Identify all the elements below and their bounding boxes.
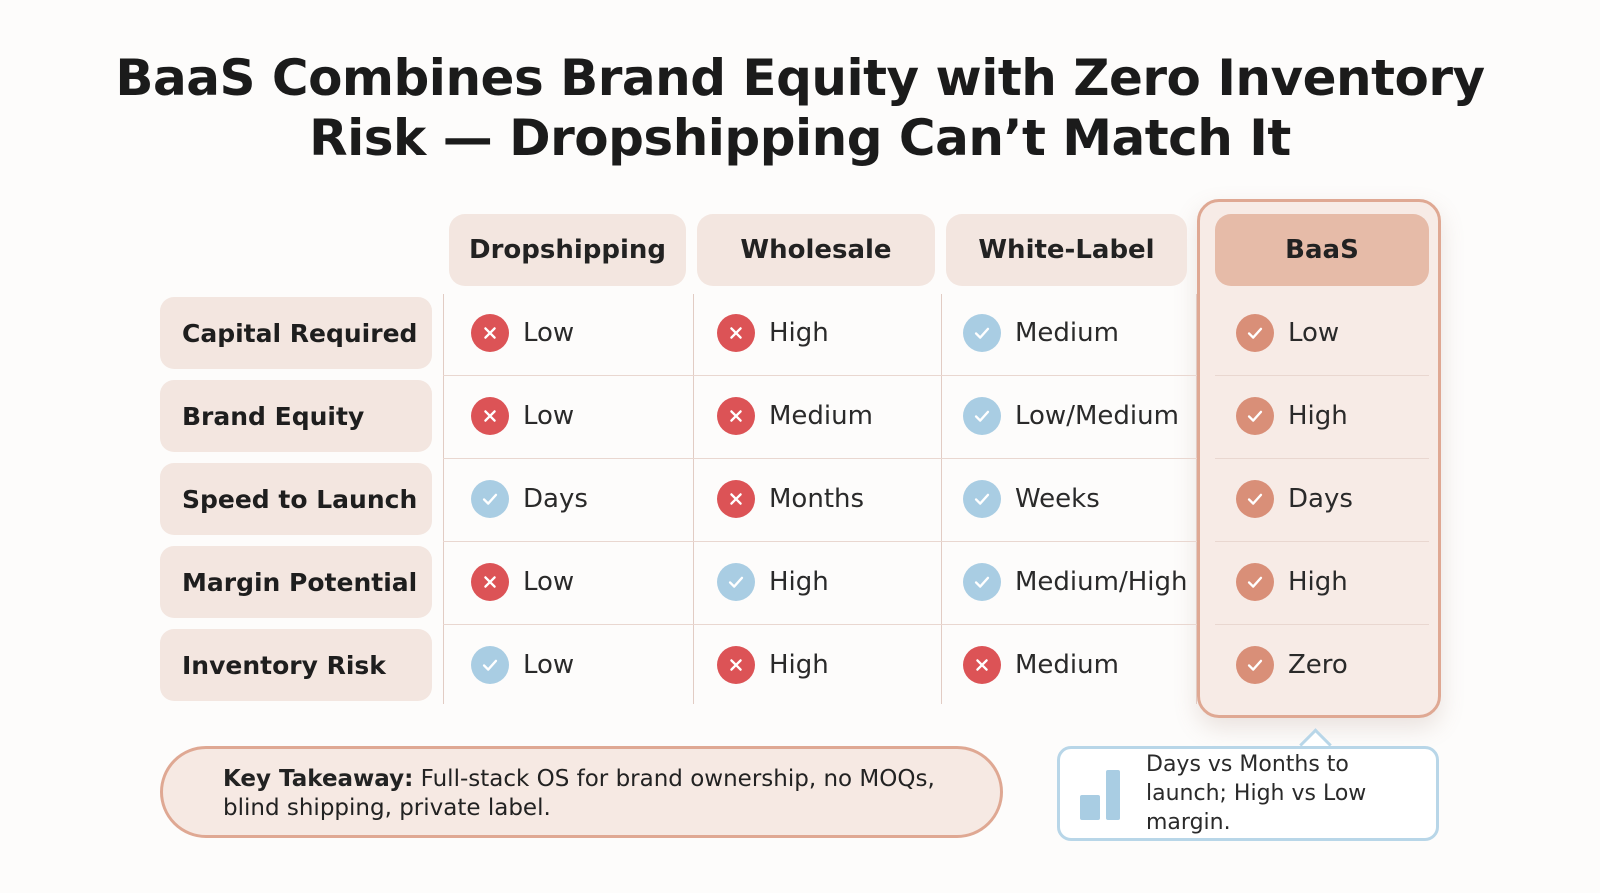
cell-value: Low [523,650,575,680]
table-cell: Days [471,463,686,535]
table-cell: Medium [717,380,935,452]
check-circle-icon [963,314,1001,352]
key-takeaway-text: Full-stack OS for brand ownership, no MO… [223,766,935,821]
table-cell: Low [471,629,686,701]
row-divider [443,375,1197,376]
row-divider [443,624,1197,625]
column-header-wholesale: Wholesale [697,214,935,286]
check-circle-icon [1236,646,1274,684]
x-circle-icon [717,397,755,435]
x-circle-icon [717,480,755,518]
column-header-white-label: White-Label [946,214,1187,286]
column-header-baas: BaaS [1215,214,1429,286]
x-circle-icon [717,646,755,684]
cell-value: Weeks [1015,484,1100,514]
check-circle-icon [1236,314,1274,352]
row-divider [443,541,1197,542]
row-label: Margin Potential [160,546,432,618]
cell-value: Months [769,484,865,514]
cell-value: High [769,650,829,680]
page-title: BaaS Combines Brand Equity with Zero Inv… [0,48,1600,168]
grid-divider [443,294,444,704]
row-label: Capital Required [160,297,432,369]
cell-value: High [769,318,829,348]
cell-value: Zero [1288,650,1348,680]
launch-margin-note: Days vs Months to launch; High vs Low ma… [1057,746,1439,841]
grid-divider [941,294,942,704]
row-divider [1215,458,1429,459]
check-circle-icon [717,563,755,601]
x-circle-icon [471,314,509,352]
cell-value: Low/Medium [1015,401,1179,431]
cell-value: Medium [769,401,873,431]
table-cell: Weeks [963,463,1193,535]
table-cell: Low/Medium [963,380,1193,452]
table-cell: Medium [963,297,1193,369]
key-takeaway-label: Key Takeaway: [223,766,414,792]
row-divider [1215,541,1429,542]
check-circle-icon [1236,480,1274,518]
cell-value: Low [523,401,575,431]
cell-value: Days [1288,484,1353,514]
row-label: Speed to Launch [160,463,432,535]
row-label: Brand Equity [160,380,432,452]
table-cell: Low [471,380,686,452]
check-circle-icon [1236,563,1274,601]
cell-value: Low [1288,318,1340,348]
table-cell: Low [1236,297,1426,369]
x-circle-icon [471,397,509,435]
cell-value: Days [523,484,588,514]
title-line-1: BaaS Combines Brand Equity with Zero Inv… [115,49,1485,107]
check-circle-icon [963,563,1001,601]
cell-value: Low [523,567,575,597]
table-cell: High [717,297,935,369]
row-label: Inventory Risk [160,629,432,701]
table-cell: Medium [963,629,1193,701]
row-divider [1215,375,1429,376]
row-divider [443,458,1197,459]
cell-value: High [769,567,829,597]
title-line-2: Risk — Dropshipping Can’t Match It [309,109,1291,167]
check-circle-icon [963,480,1001,518]
x-circle-icon [717,314,755,352]
cell-value: Low [523,318,575,348]
table-cell: High [1236,546,1426,618]
table-cell: Low [471,546,686,618]
table-cell: High [717,546,935,618]
table-cell: High [717,629,935,701]
bar-chart-icon [1080,768,1128,820]
check-circle-icon [471,480,509,518]
note-text: Days vs Months to launch; High vs Low ma… [1146,752,1367,835]
cell-value: Medium [1015,318,1119,348]
check-circle-icon [471,646,509,684]
table-cell: High [1236,380,1426,452]
table-cell: Days [1236,463,1426,535]
table-cell: Zero [1236,629,1426,701]
cell-value: Medium/High [1015,567,1188,597]
column-header-dropshipping: Dropshipping [449,214,686,286]
check-circle-icon [1236,397,1274,435]
table-cell: Low [471,297,686,369]
x-circle-icon [963,646,1001,684]
row-divider [1215,624,1429,625]
cell-value: Medium [1015,650,1119,680]
key-takeaway-callout: Key Takeaway: Full-stack OS for brand ow… [160,746,1003,838]
grid-divider [1196,294,1197,704]
table-cell: Months [717,463,935,535]
grid-divider [693,294,694,704]
table-cell: Medium/High [963,546,1193,618]
cell-value: High [1288,401,1348,431]
check-circle-icon [963,397,1001,435]
cell-value: High [1288,567,1348,597]
x-circle-icon [471,563,509,601]
